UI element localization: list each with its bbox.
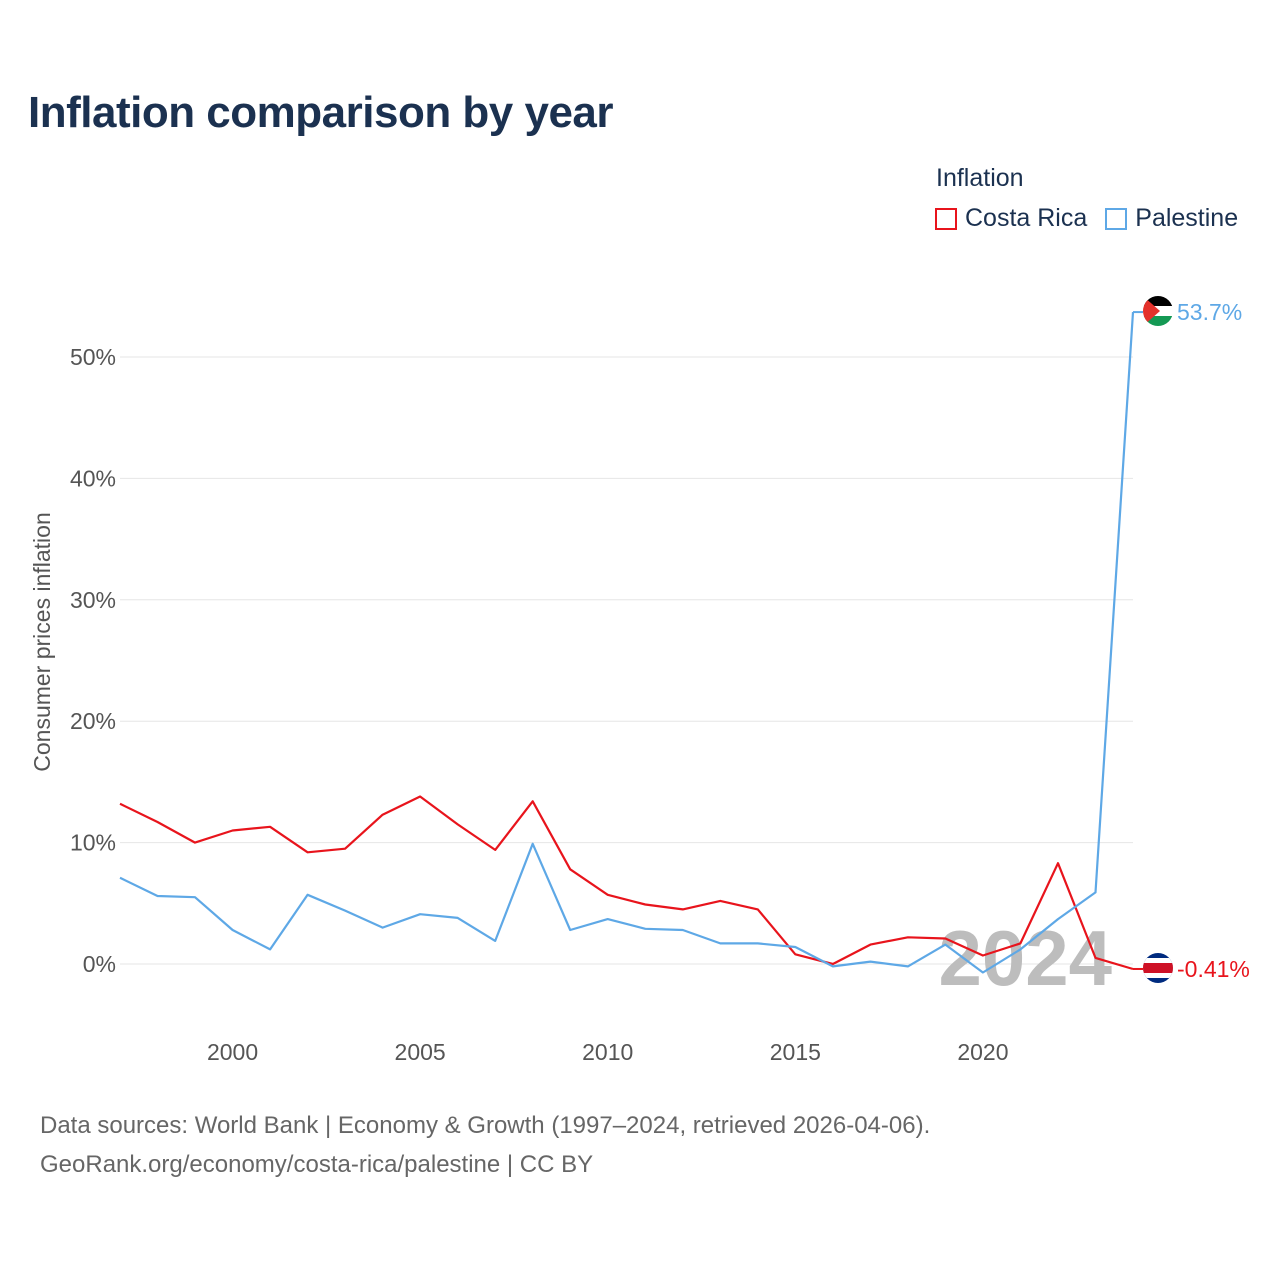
legend-item-palestine[interactable]: Palestine xyxy=(1105,204,1238,233)
end-value-label-costa-rica: -0.41% xyxy=(1177,956,1250,982)
y-tick-label: 40% xyxy=(70,465,116,491)
palestine-flag-icon xyxy=(1143,296,1173,326)
legend-label-costa-rica: Costa Rica xyxy=(965,204,1088,232)
legend-swatch-costa-rica xyxy=(935,207,957,230)
y-tick-label: 30% xyxy=(70,587,116,613)
series-line-costa-rica[interactable] xyxy=(119,795,1134,971)
x-tick-label: 2000 xyxy=(207,1039,258,1065)
y-tick-label: 50% xyxy=(70,344,116,370)
legend-label-palestine: Palestine xyxy=(1135,204,1239,232)
y-tick-label: 10% xyxy=(70,830,116,856)
x-tick-label: 2020 xyxy=(957,1039,1008,1065)
x-tick-label: 2005 xyxy=(395,1039,446,1065)
costa-rica-flag-icon xyxy=(1143,953,1173,983)
series-line-palestine[interactable] xyxy=(119,312,1135,974)
x-tick-label: 2010 xyxy=(582,1039,633,1065)
legend: Costa Rica Palestine xyxy=(935,204,1256,233)
legend-title: Inflation xyxy=(936,164,1024,192)
legend-swatch-palestine xyxy=(1105,207,1128,230)
y-tick-label: 0% xyxy=(83,951,116,977)
legend-item-costa-rica[interactable]: Costa Rica xyxy=(935,204,1087,233)
x-tick-label: 2015 xyxy=(770,1039,821,1065)
footer-source: Data sources: World Bank | Economy & Gro… xyxy=(40,1112,931,1139)
y-tick-label: 20% xyxy=(70,708,116,734)
chart-title: Inflation comparison by year xyxy=(28,88,614,137)
y-axis-title: Consumer prices inflation xyxy=(29,512,55,772)
footer: Data sources: World Bank | Economy & Gro… xyxy=(40,1106,930,1184)
footer-link[interactable]: GeoRank.org/economy/costa-rica/palestine… xyxy=(40,1151,594,1178)
end-value-label-palestine: 53.7% xyxy=(1177,299,1242,325)
